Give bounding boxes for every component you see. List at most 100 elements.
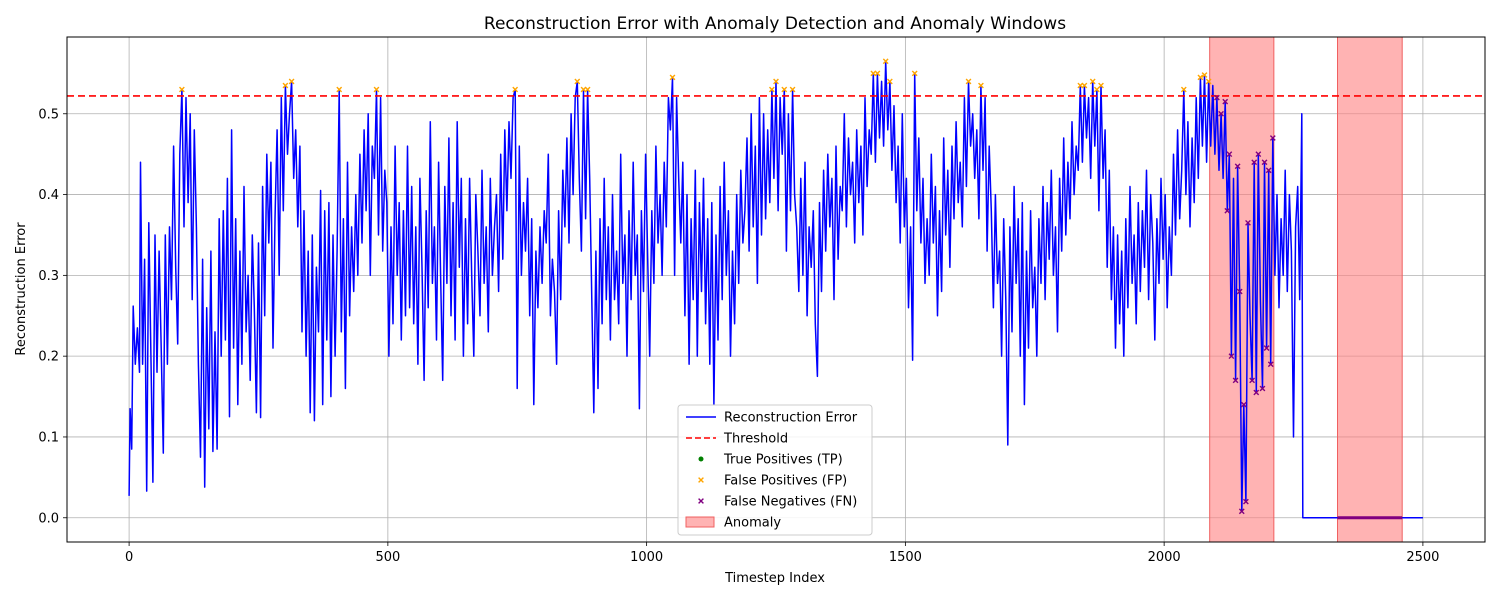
fp-marker [1197, 74, 1204, 81]
fn-marker [1226, 151, 1233, 158]
marker-stroke [874, 70, 881, 77]
fp-marker [282, 82, 289, 89]
marker-stroke [1098, 82, 1104, 89]
marker-stroke [1089, 78, 1096, 85]
fn-marker [1222, 98, 1229, 105]
marker-stroke [1265, 167, 1272, 174]
marker-stroke [768, 86, 775, 93]
marker-stroke [1222, 98, 1229, 105]
fn-marker [1236, 288, 1243, 295]
fp-marker [1180, 86, 1187, 93]
fn-marker [1240, 401, 1247, 408]
fp-marker [773, 78, 779, 85]
y-axis-ticks: 0.0 0.1 0.2 0.3 0.4 0.5 [38, 107, 67, 526]
fn-marker [1261, 159, 1268, 166]
marker-stroke [1228, 353, 1235, 360]
fn-marker [1218, 110, 1224, 117]
marker-stroke [1234, 163, 1241, 170]
y-tick-label: 0.5 [38, 107, 59, 122]
marker-stroke [1263, 345, 1270, 351]
fp-marker [965, 78, 972, 85]
fp-marker [373, 86, 380, 93]
x-tick-label: 0 [125, 550, 133, 565]
x-axis-label: Timestep Index [724, 571, 825, 586]
fn-marker [1249, 377, 1256, 384]
marker-stroke [1180, 86, 1187, 93]
marker-stroke [911, 70, 918, 77]
marker-stroke [882, 58, 889, 65]
fn-marker [1243, 498, 1249, 505]
marker-stroke [178, 86, 185, 93]
x-axis-ticks: 0 500 1000 1500 2000 2500 [125, 542, 1439, 565]
marker-stroke [1197, 74, 1204, 81]
marker-stroke [288, 78, 295, 85]
legend-label: False Positives (FP) [724, 474, 847, 489]
fn-marker [1255, 151, 1262, 158]
fp-marker [874, 70, 881, 77]
marker-stroke [781, 86, 788, 93]
fp-marker [512, 86, 519, 93]
fn-marker [1267, 361, 1274, 368]
legend-handle-patch [685, 516, 715, 528]
fp-marker [178, 86, 185, 93]
fn-marker [1269, 135, 1276, 141]
fn-marker [1214, 94, 1220, 101]
marker-stroke [1236, 288, 1243, 295]
fn-marker [1259, 385, 1266, 392]
x-tick-label: 2000 [1148, 550, 1181, 565]
fp-marker [669, 74, 676, 81]
fp-marker [882, 58, 889, 65]
marker-stroke [773, 78, 779, 85]
legend-label: False Negatives (FN) [724, 495, 857, 510]
fn-marker [1228, 353, 1235, 360]
legend-label: Threshold [723, 432, 788, 447]
marker-stroke [1238, 508, 1245, 515]
legend-handle-x [698, 498, 704, 504]
marker-stroke [886, 78, 893, 85]
legend-label: Reconstruction Error [724, 411, 858, 426]
marker-stroke [789, 86, 796, 93]
fp-marker [1098, 82, 1104, 89]
reconstruction-error-line [128, 60, 1423, 519]
fp-marker [288, 78, 295, 85]
fn-marker [1232, 377, 1239, 384]
plot-frame [66, 36, 1486, 543]
x-tick-label: 2500 [1406, 550, 1439, 565]
legend-handle-dot [698, 456, 704, 462]
marker-stroke [1226, 151, 1233, 158]
y-tick-label: 0.3 [38, 269, 59, 284]
marker-stroke [1243, 498, 1249, 505]
fp-marker [768, 86, 775, 93]
fn-marker [1245, 219, 1251, 226]
marker-stroke [978, 82, 984, 89]
chart-title: Reconstruction Error with Anomaly Detect… [484, 14, 1066, 34]
fp-marker [584, 86, 591, 93]
marker-stroke [1205, 78, 1212, 85]
marker-stroke [1240, 401, 1247, 408]
marker-stroke [282, 82, 289, 89]
legend-box [677, 404, 873, 536]
fn-marker [1263, 345, 1270, 351]
y-tick-label: 0.1 [38, 430, 59, 445]
x-tick-label: 1500 [889, 550, 922, 565]
marker-stroke [574, 78, 581, 85]
marker-stroke [1249, 377, 1256, 384]
marker-stroke [1251, 159, 1258, 166]
fp-marker [1081, 82, 1088, 89]
fp-marker [886, 78, 893, 85]
fp-marker [1205, 78, 1212, 85]
legend: Reconstruction Error Threshold True Positi… [677, 404, 873, 536]
marker-stroke [1201, 72, 1208, 78]
legend-label: Anomaly [724, 516, 781, 531]
fp-marker [1093, 86, 1100, 93]
fp-marker [574, 78, 581, 85]
y-tick-label: 0.0 [38, 511, 59, 526]
fp-marker [978, 82, 984, 89]
marker-stroke [965, 78, 972, 85]
marker-stroke [698, 498, 704, 504]
marker-stroke [1259, 385, 1266, 392]
marker-stroke [1232, 377, 1239, 384]
fn-marker [1265, 167, 1272, 174]
